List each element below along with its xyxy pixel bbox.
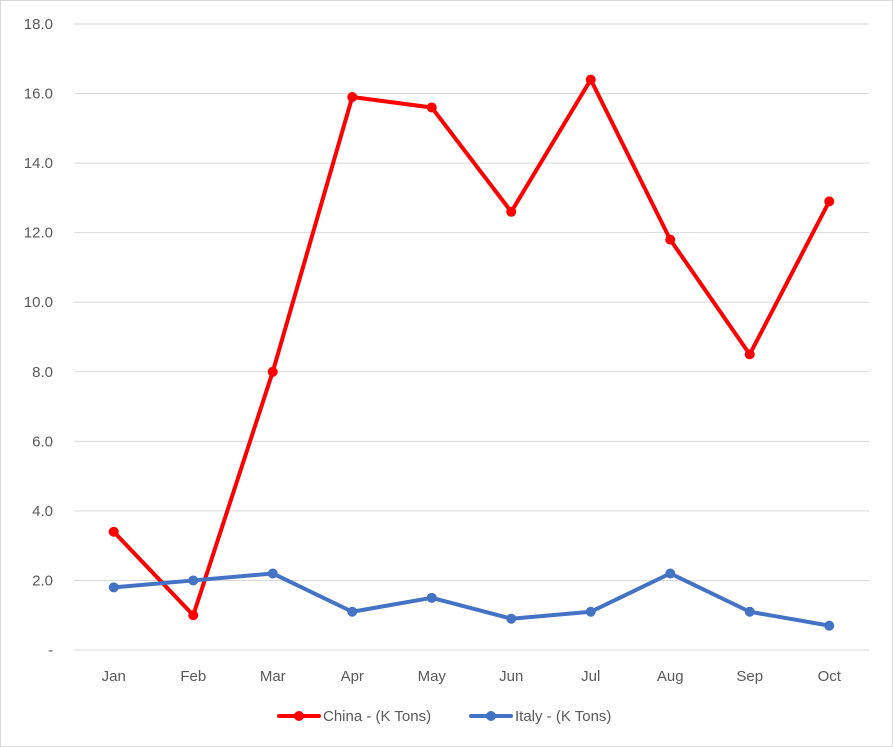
- x-tick-label: Feb: [180, 668, 206, 685]
- data-point: [347, 92, 358, 103]
- data-point: [426, 102, 437, 113]
- x-tick-label: Jan: [102, 668, 126, 685]
- y-tick-label: 4.0: [32, 503, 53, 520]
- y-tick-label: -: [48, 642, 53, 659]
- legend-item: Italy - (K Tons): [469, 708, 611, 725]
- data-point: [267, 366, 278, 377]
- y-tick-label: 18.0: [24, 16, 53, 33]
- data-point: [347, 606, 358, 617]
- series-0: [108, 74, 835, 621]
- x-tick-label: Oct: [818, 668, 842, 685]
- x-tick-label: Jun: [499, 668, 523, 685]
- data-point: [585, 606, 596, 617]
- x-tick-label: Mar: [260, 668, 286, 685]
- data-point: [188, 610, 199, 621]
- legend: China - (K Tons) Italy - (K Tons): [277, 708, 611, 725]
- data-point: [585, 74, 596, 85]
- data-point: [506, 613, 517, 624]
- gridlines: [74, 23, 869, 651]
- legend-label: Italy - (K Tons): [515, 708, 611, 725]
- data-point: [267, 568, 278, 579]
- series-layer: [108, 74, 835, 631]
- legend-marker: [294, 711, 304, 721]
- data-point: [824, 620, 835, 631]
- data-point: [506, 206, 517, 217]
- legend-item: China - (K Tons): [277, 708, 431, 725]
- data-point: [665, 234, 676, 245]
- data-point: [744, 606, 755, 617]
- data-point: [824, 196, 835, 207]
- x-tick-label: Aug: [657, 668, 684, 685]
- x-tick-label: Apr: [341, 668, 364, 685]
- legend-marker: [486, 711, 496, 721]
- x-axis-ticks: Jan Feb Mar Apr May Jun Jul Aug Sep Oct: [102, 668, 842, 685]
- series-line: [111, 571, 832, 628]
- data-point: [108, 582, 119, 593]
- y-tick-label: 10.0: [24, 294, 53, 311]
- y-tick-label: 8.0: [32, 364, 53, 381]
- data-point: [426, 592, 437, 603]
- data-point: [108, 526, 119, 537]
- series-1: [108, 568, 835, 631]
- data-point: [744, 349, 755, 360]
- series-line: [111, 77, 832, 618]
- x-tick-label: May: [418, 668, 447, 685]
- x-tick-label: Jul: [581, 668, 600, 685]
- y-tick-label: 6.0: [32, 433, 53, 450]
- y-tick-label: 16.0: [24, 86, 53, 103]
- y-tick-label: 14.0: [24, 155, 53, 172]
- legend-label: China - (K Tons): [323, 708, 431, 725]
- x-tick-label: Sep: [736, 668, 763, 685]
- data-point: [665, 568, 676, 579]
- y-axis-ticks: - 2.0 4.0 6.0 8.0 10.0 12.0 14.0 16.0 18.0: [24, 16, 53, 659]
- y-tick-label: 2.0: [32, 572, 53, 589]
- y-tick-label: 12.0: [24, 225, 53, 242]
- data-point: [188, 575, 199, 586]
